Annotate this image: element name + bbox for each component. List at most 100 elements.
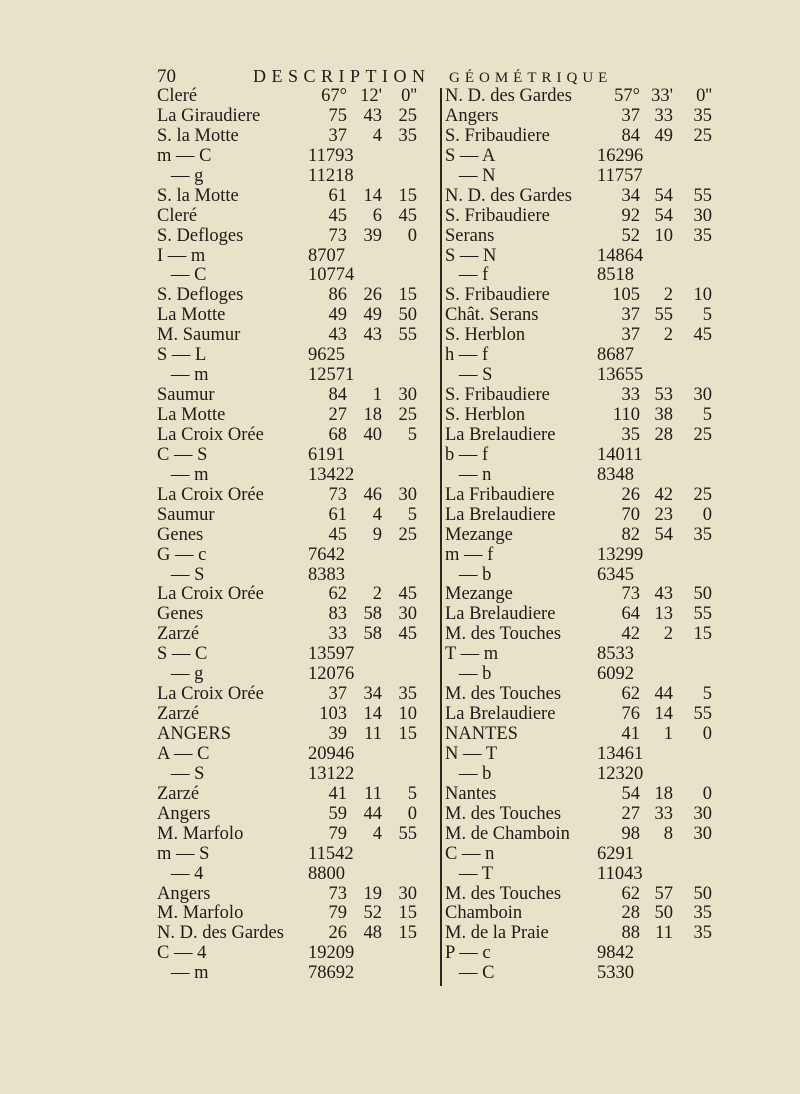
minutes-value: 33 (654, 105, 674, 126)
angle-row: La Motte 27 18 25 (157, 405, 437, 425)
station-label: C — 4 (157, 943, 207, 964)
seconds-value: 30 (693, 205, 713, 226)
station-label: S — C (157, 644, 208, 665)
station-label: Genes (157, 524, 204, 545)
angle-row: N. D. des Gardes 57° 33' 0'' (445, 86, 725, 106)
seconds-value: 45 (398, 624, 418, 645)
distance-value: 12571 (308, 365, 355, 386)
seconds-value: 35 (693, 524, 713, 545)
degrees-value: 26 (621, 484, 641, 505)
minutes-value: 54 (654, 524, 674, 545)
seconds-value: 35 (693, 225, 713, 246)
degrees-value: 41 (621, 724, 641, 744)
station-label: b — f (445, 444, 489, 465)
degrees-value: 62 (621, 684, 641, 705)
minutes-value: 34 (363, 684, 383, 705)
distance-value: 7642 (308, 544, 345, 565)
minutes-value: 1 (663, 724, 673, 744)
minutes-value: 12' (360, 86, 382, 106)
station-label: Zarzé (157, 783, 200, 804)
angle-row: Angers 73 19 30 (157, 884, 437, 904)
station-label: La Fribaudiere (445, 484, 555, 505)
station-label: Chât. Serans (445, 305, 539, 326)
degrees-value: 73 (621, 584, 641, 605)
station-label: La Croix Orée (157, 424, 264, 445)
degrees-value: 110 (612, 405, 640, 425)
minutes-value: 44 (654, 684, 674, 705)
degrees-value: 45 (328, 205, 348, 226)
minutes-value: 33' (651, 86, 673, 106)
distance-row: — n 8348 (445, 465, 725, 485)
degrees-value: 73 (328, 225, 348, 246)
distance-row: — C 10774 (157, 265, 437, 285)
station-label: La Croix Orée (157, 584, 264, 605)
degrees-value: 79 (328, 903, 348, 924)
distance-value: 14011 (597, 444, 643, 465)
station-label: — T (459, 863, 494, 884)
angle-row: Mezange 82 54 35 (445, 525, 725, 545)
station-label: S. Fribaudiere (445, 385, 550, 406)
station-label: N. D. des Gardes (445, 185, 572, 206)
angle-row: La Fribaudiere 26 42 25 (445, 485, 725, 505)
seconds-value: 10 (398, 704, 418, 725)
minutes-value: 28 (654, 424, 674, 445)
angle-row: Zarzé 41 11 5 (157, 784, 437, 804)
distance-row: — f 8518 (445, 265, 725, 285)
distance-value: 13422 (308, 464, 355, 485)
distance-row: — C 5330 (445, 963, 725, 983)
right-survey-table: N. D. des Gardes 57° 33' 0'' Angers 37 33 35 S. … (445, 86, 725, 983)
seconds-value: 35 (398, 684, 418, 705)
station-label: La Motte (157, 305, 226, 326)
minutes-value: 19 (363, 883, 383, 904)
angle-row: S. Fribaudiere 84 49 25 (445, 126, 725, 146)
distance-value: 8383 (308, 564, 345, 585)
degrees-value: 76 (621, 704, 641, 725)
angle-row: Mezange 73 43 50 (445, 584, 725, 604)
seconds-value: 10 (693, 285, 713, 306)
seconds-value: 0'' (401, 86, 417, 106)
seconds-value: 25 (693, 125, 713, 146)
degrees-value: 52 (621, 225, 641, 246)
distance-row: N — T 13461 (445, 744, 725, 764)
minutes-value: 11 (364, 783, 382, 804)
station-label: Zarzé (157, 624, 200, 645)
minutes-value: 26 (363, 285, 383, 306)
minutes-value: 52 (363, 903, 383, 924)
seconds-value: 55 (398, 823, 418, 844)
distance-row: C — 4 19209 (157, 943, 437, 963)
distance-row: S — L 9625 (157, 345, 437, 365)
degrees-value: 62 (621, 883, 641, 904)
station-label: S. Fribaudiere (445, 285, 550, 306)
degrees-value: 27 (328, 405, 348, 425)
minutes-value: 44 (363, 803, 383, 824)
angle-row: S. Herblon 110 38 5 (445, 405, 725, 425)
angle-row: Nantes 54 18 0 (445, 784, 725, 804)
minutes-value: 55 (654, 305, 674, 326)
minutes-value: 49 (654, 125, 674, 146)
angle-row: La Brelaudiere 64 13 55 (445, 604, 725, 624)
station-label: — S (459, 365, 493, 386)
angle-row: M. des Touches 27 33 30 (445, 804, 725, 824)
station-label: S — L (157, 345, 207, 366)
degrees-value: 49 (328, 305, 348, 326)
degrees-value: 39 (328, 724, 348, 744)
distance-value: 9625 (308, 345, 345, 366)
minutes-value: 2 (663, 285, 673, 306)
station-label: Angers (157, 883, 211, 904)
angle-row: Saumur 84 1 30 (157, 385, 437, 405)
degrees-value: 33 (328, 624, 348, 645)
station-label: — C (171, 265, 207, 286)
distance-row: — b 6345 (445, 565, 725, 585)
distance-value: 5330 (597, 963, 634, 984)
angle-row: La Croix Orée 68 40 5 (157, 425, 437, 445)
seconds-value: 15 (398, 923, 418, 944)
seconds-value: 15 (398, 724, 418, 744)
station-label: Nantes (445, 783, 497, 804)
degrees-value: 88 (621, 923, 641, 944)
station-label: S. Defloges (157, 225, 244, 246)
station-label: S. Herblon (445, 405, 526, 425)
seconds-value: 30 (398, 484, 418, 505)
station-label: Saumur (157, 385, 215, 406)
angle-row: S. la Motte 37 4 35 (157, 126, 437, 146)
degrees-value: 62 (328, 584, 348, 605)
